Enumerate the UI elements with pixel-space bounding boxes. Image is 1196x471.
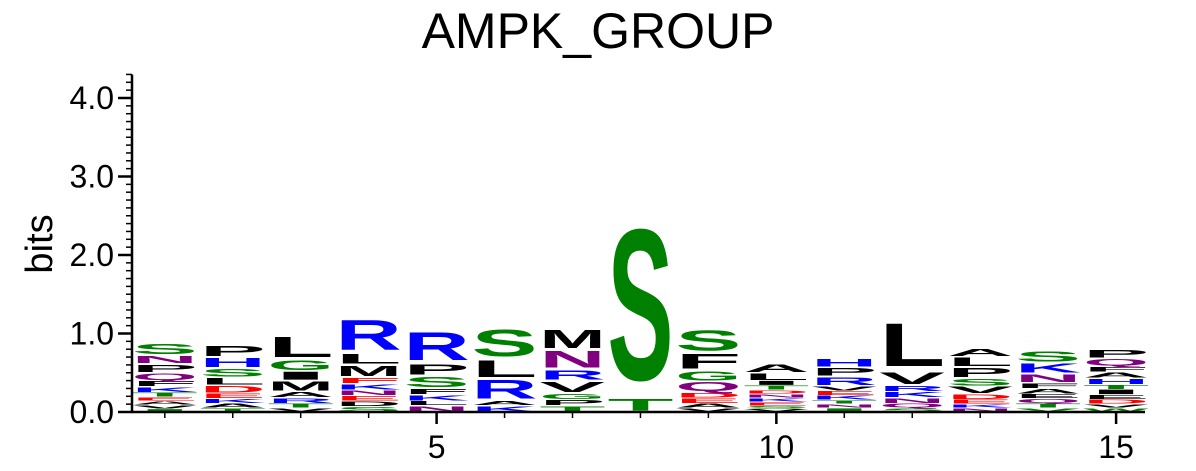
- logo-letter: A: [947, 347, 1013, 359]
- logo-letter: R: [336, 311, 402, 359]
- x-tick-label: 5: [428, 429, 446, 465]
- logo-letter: L: [268, 331, 334, 363]
- logo-letter: S: [1015, 348, 1081, 365]
- y-tick-label: 2.0: [70, 237, 114, 273]
- logo-letter: S: [472, 322, 538, 364]
- logo-letter: S: [132, 340, 198, 357]
- letter-stacks: IVAETKFQPNSTAKEDLSHPVTRAMIGLSDENKFMLRNLK…: [132, 184, 1150, 426]
- x-tick-label: 15: [1098, 429, 1134, 465]
- stack-position-9: VAEDQGFS: [675, 325, 741, 412]
- stack-position-1: IVAETKFQPNS: [132, 340, 198, 412]
- x-tick-label: 10: [759, 429, 795, 465]
- logo-letter: L: [879, 310, 945, 379]
- logo-letter: R: [404, 324, 470, 369]
- logo-letter: P: [1083, 347, 1149, 360]
- y-tick-label: 1.0: [70, 316, 114, 352]
- logo-letter: A: [743, 361, 809, 374]
- logo-letter: M: [540, 325, 606, 353]
- logo-letter: S: [607, 184, 673, 426]
- stack-position-2: TAKEDLSHP: [200, 342, 266, 413]
- y-tick-label: 0.0: [70, 394, 114, 430]
- stack-position-4: SDENKFMLR: [336, 311, 402, 413]
- stack-position-13: NKEDVSPLA: [947, 347, 1013, 413]
- stack-position-8: TS: [607, 184, 673, 426]
- chart-title: AMPK_GROUP: [422, 3, 775, 59]
- y-axis-label: bits: [19, 214, 61, 273]
- stack-position-15: WVDEITHAFQP: [1083, 347, 1149, 412]
- y-tick-label: 4.0: [70, 80, 114, 116]
- y-tick-label: 3.0: [70, 159, 114, 195]
- logo-letter: S: [675, 325, 741, 357]
- logo-letter: P: [200, 342, 266, 359]
- logo-letter: H: [811, 356, 877, 369]
